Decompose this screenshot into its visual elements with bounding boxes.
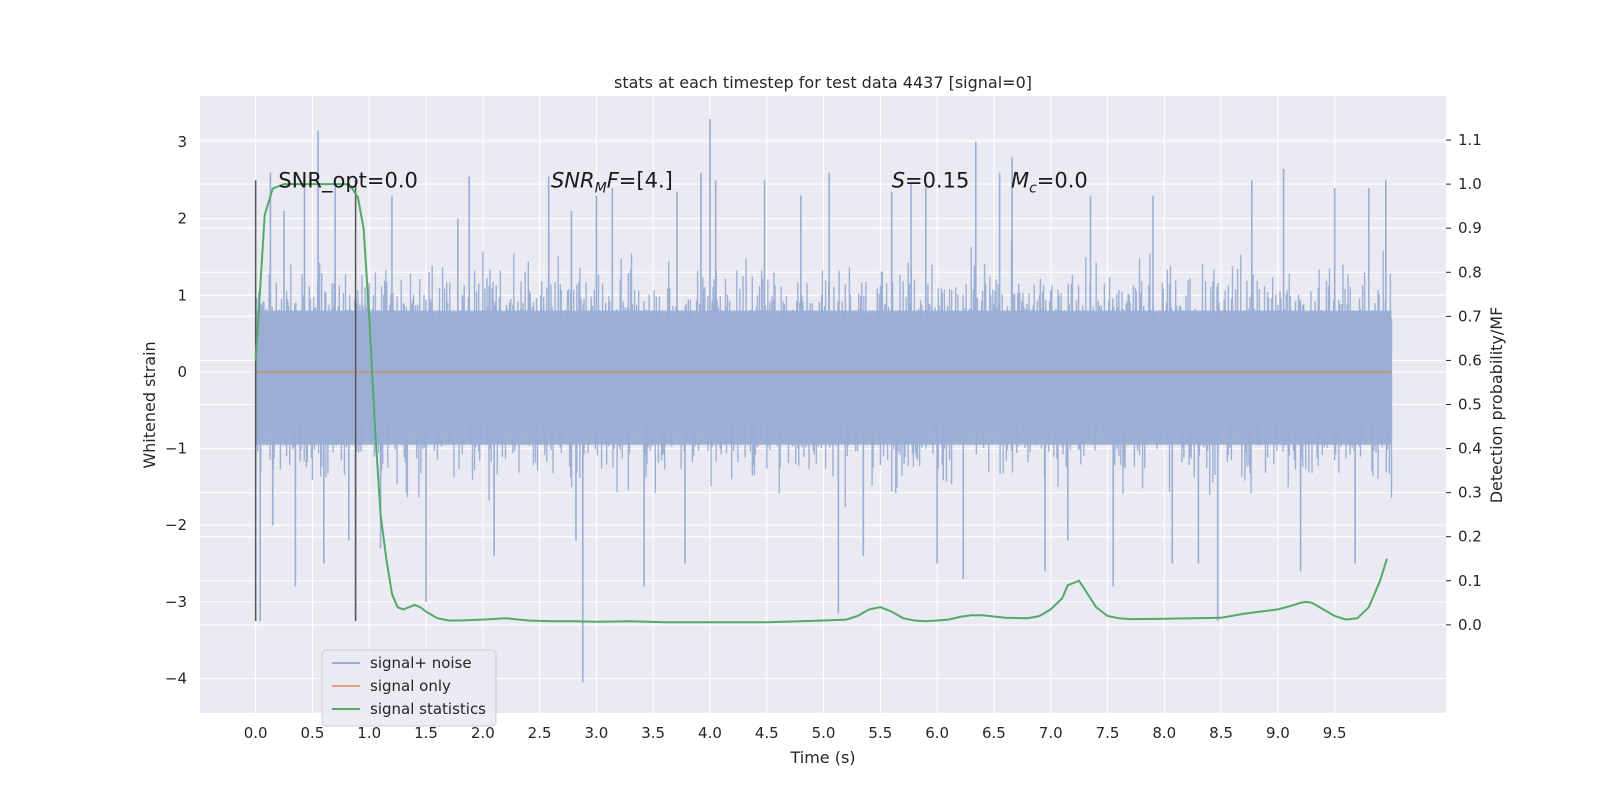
y-tick-label: 0 (177, 363, 187, 381)
y-tick-label: −3 (165, 593, 187, 611)
y2-tick-label: 0.0 (1458, 616, 1482, 634)
x-tick-label: 8.5 (1209, 724, 1233, 742)
y2-tick-label: 0.8 (1458, 263, 1482, 281)
annotation-snr-opt: SNR_opt=0.0 (278, 168, 418, 193)
x-tick-label: 0.5 (301, 724, 325, 742)
annotation-snr-mf-f: F (607, 168, 620, 192)
x-tick-label: 0.0 (244, 724, 268, 742)
chart-title: stats at each timestep for test data 443… (614, 73, 1032, 92)
x-tick-label: 2.5 (528, 724, 552, 742)
signal-statistics-series (254, 183, 1388, 624)
annotation-mc: Mc=0.0 (1011, 168, 1088, 196)
y-tick-label: −2 (165, 516, 187, 534)
legend-label-signal: signal only (370, 677, 451, 695)
y2-tick-label: 0.3 (1458, 484, 1482, 502)
y2-tick-label: 0.1 (1458, 572, 1482, 590)
x-tick-label: 5.0 (812, 724, 836, 742)
x-tick-label: 4.0 (698, 724, 722, 742)
y-tick-label: −1 (165, 440, 187, 458)
y2-tick-label: 0.7 (1458, 307, 1482, 325)
annotation-s-value: =0.15 (905, 168, 969, 192)
x-tick-label: 9.0 (1266, 724, 1290, 742)
y-tick-labels: 3 2 1 0 −1 −2 −3 −4 (165, 133, 187, 688)
x-tick-label: 6.5 (982, 724, 1006, 742)
y-tick-label: 3 (177, 133, 187, 151)
x-tick-label: 6.0 (925, 724, 949, 742)
legend: signal+ noise signal only signal statist… (321, 649, 497, 727)
x-axis-label: Time (s) (789, 748, 855, 767)
y2-tick-label: 0.6 (1458, 351, 1482, 369)
legend-label-noise: signal+ noise (370, 654, 472, 672)
y2-tick-label: 0.4 (1458, 440, 1482, 458)
x-tick-label: 3.5 (641, 724, 665, 742)
y2-tick-label: 1.0 (1458, 175, 1482, 193)
y-axis-label: Whitened strain (140, 341, 159, 468)
legend-box (321, 649, 497, 727)
signal-statistics-line (254, 183, 1388, 624)
x-tick-label: 7.5 (1096, 724, 1120, 742)
annotation-mc-prefix: M (1011, 168, 1029, 192)
legend-label-stats: signal statistics (370, 700, 486, 718)
y2-tick-label: 0.9 (1458, 219, 1482, 237)
annotations: SNR_opt=0.0 SNRMF=[4.] S=0.15 Mc=0.0 (278, 168, 1087, 196)
x-tick-label: 8.0 (1152, 724, 1176, 742)
y2-tick-labels: 1.1 1.0 0.9 0.8 0.7 0.6 0.5 0.4 0.3 0.2 0.1 0.0 (1446, 131, 1482, 634)
annotation-s: S=0.15 (892, 168, 970, 192)
y-tick-label: −4 (165, 670, 187, 688)
annotation-mc-sub: c (1029, 180, 1037, 196)
x-tick-label: 1.5 (414, 724, 438, 742)
x-tick-label: 9.5 (1323, 724, 1347, 742)
annotation-snr-mf-value: =[4.] (619, 168, 673, 192)
y-tick-label: 1 (177, 286, 187, 304)
y2-tick-label: 0.2 (1458, 528, 1482, 546)
signal-noise-series (255, 118, 1393, 683)
annotation-snr-mf: SNRMF=[4.] (551, 168, 673, 196)
y-tick-label: 2 (177, 210, 187, 228)
x-tick-label: 1.0 (357, 724, 381, 742)
annotation-snr-mf-prefix: SNR (551, 168, 595, 192)
y2-tick-label: 0.5 (1458, 396, 1482, 414)
annotation-mc-value: =0.0 (1037, 168, 1088, 192)
annotation-s-prefix: S (892, 168, 905, 192)
vertical-markers (254, 180, 357, 622)
x-tick-label: 4.5 (755, 724, 779, 742)
annotation-snr-mf-sub: M (595, 180, 607, 196)
noise-core (255, 310, 1392, 445)
x-tick-label: 2.0 (471, 724, 495, 742)
x-tick-label: 3.0 (584, 724, 608, 742)
x-tick-label: 7.0 (1039, 724, 1063, 742)
x-tick-labels: 0.0 0.5 1.0 1.5 2.0 2.5 3.0 3.5 4.0 4.5 5.0 5.5 6.0 6… (244, 724, 1347, 742)
x-tick-label: 5.5 (868, 724, 892, 742)
y2-tick-label: 1.1 (1458, 131, 1482, 149)
y2-axis-label: Detection probability/MF (1487, 307, 1506, 504)
